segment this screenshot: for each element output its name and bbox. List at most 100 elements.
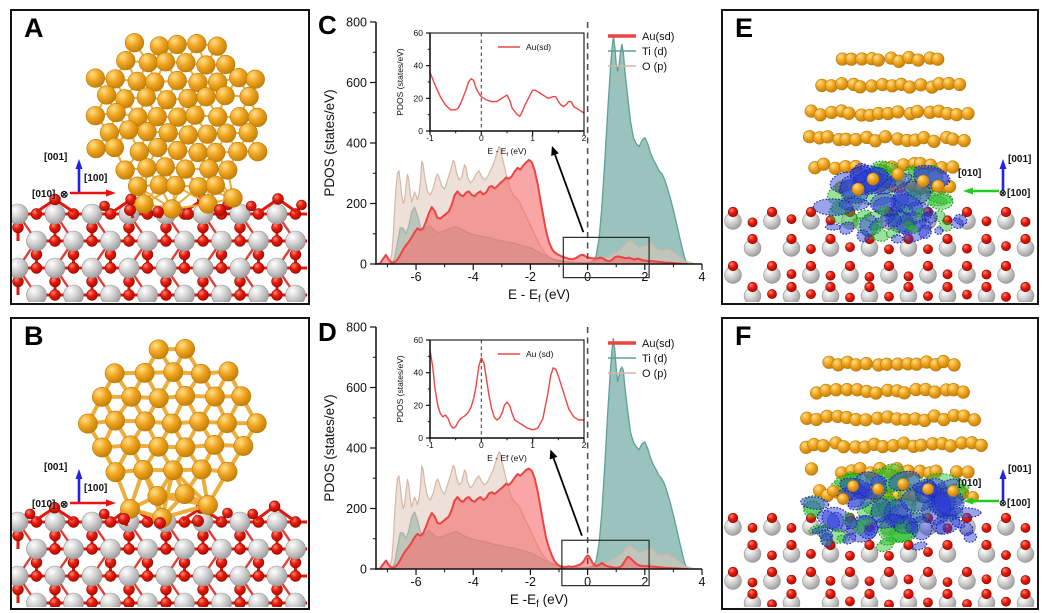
panel-a-letter: A [24, 13, 44, 43]
panel-e-charge-density-scene [724, 50, 1035, 302]
axis-up-arrowhead [999, 159, 1007, 169]
x-tick-label: 4 [699, 270, 706, 284]
axis-100-label: [100] [1007, 188, 1030, 199]
into-page-icon: ⊗ [60, 190, 68, 201]
y-tick-label: 400 [346, 442, 367, 456]
x-tick-label: 2 [582, 440, 587, 450]
series-line-Au(sd) [377, 158, 688, 264]
plot-area [430, 349, 584, 431]
axis-right-arrowhead [106, 189, 116, 197]
charge-density-isosurfaces [800, 463, 982, 553]
legend-label: Ti (d) [642, 353, 667, 365]
series-area-Ti (d) [391, 338, 688, 569]
inset-pointer-arrow [551, 455, 583, 537]
y-tick-label: 200 [346, 502, 367, 516]
y-tick-label: 600 [346, 76, 367, 90]
axis-100-label: [100] [1007, 498, 1030, 509]
y-axis-label: PDOS (states/eV) [322, 394, 337, 501]
x-axis-label: E - Ef (eV) [508, 287, 570, 305]
zoom-region-box [561, 539, 650, 587]
titanium-atoms [12, 203, 306, 302]
plot-area [430, 71, 584, 117]
x-axis-label: E - Ef (eV) [487, 453, 527, 463]
x-tick-label: -1 [426, 440, 434, 450]
y-tick-label: 800 [346, 16, 367, 30]
legend-label: Ti (d) [642, 46, 667, 58]
panel-e-letter: E [735, 13, 754, 43]
axis-010-label: [010] [958, 168, 981, 179]
panel-e: E [001] [010] ⊗ [100] [721, 9, 1039, 305]
y-tick-label: 400 [346, 137, 367, 151]
series-line-Au(sd) [377, 467, 688, 569]
legend: Au(sd) Ti (d) O (p) [608, 31, 674, 73]
axis-001-label: [001] [1008, 154, 1031, 165]
x-tick-label: 0 [584, 270, 591, 284]
series-line-Au (sd) [430, 349, 584, 431]
axis-001-label: [001] [44, 152, 67, 163]
x-axis-label: E -Ef (eV) [510, 592, 568, 610]
x-tick-label: 4 [699, 575, 706, 589]
series-area-Au(sd) [377, 468, 688, 569]
gold-nanoparticle [85, 33, 268, 219]
y-tick-label: 40 [414, 368, 424, 378]
interface-oxygen [118, 513, 204, 529]
series-line-O (p) [388, 146, 697, 264]
interface-gold-atoms [851, 167, 945, 196]
x-tick-label: 2 [641, 575, 648, 589]
legend-label: O (p) [642, 61, 667, 73]
legend: Au (sd) [498, 349, 554, 359]
panel-f: F [001] [010] ⊗ [100] [721, 317, 1039, 610]
panel-a-crystal-axes: [001] [010] ⊗ [100] [32, 152, 116, 201]
y-tick-label: 60 [414, 335, 424, 345]
plot-area [377, 35, 697, 264]
series-area-Au(sd) [377, 159, 688, 264]
x-axis-label: E - Ef (eV) [487, 146, 526, 156]
y-tick-label: 20 [414, 400, 424, 410]
into-page-icon: ⊗ [999, 188, 1007, 198]
axis-010-label: [010] [958, 478, 981, 489]
x-tick-label: -6 [410, 575, 421, 589]
axis-100-label: [100] [84, 483, 107, 494]
into-page-icon: ⊗ [999, 498, 1007, 508]
x-tick-label: -4 [468, 270, 479, 284]
x-tick-label: 2 [641, 270, 648, 284]
x-tick-label: -2 [525, 575, 536, 589]
legend: Au(sd) Ti (d) O (p) [608, 338, 674, 380]
y-tick-label: 0 [360, 258, 367, 272]
x-tick-label: 2 [582, 133, 587, 143]
series-area-Ti (d) [391, 36, 688, 264]
tio2-slab [724, 512, 1035, 607]
panel-c-letter: C [318, 10, 337, 40]
axis-up-arrowhead [999, 469, 1007, 479]
y-axis-label: PDOS (states/eV) [395, 355, 405, 423]
panel-a: A [001] [010] ⊗ [100] [10, 9, 310, 305]
y-tick-label: 40 [414, 61, 424, 71]
panel-d-letter: D [318, 317, 337, 347]
panel-b-structure-scene [12, 338, 307, 607]
into-page-icon: ⊗ [60, 500, 68, 511]
zoom-region-box [562, 236, 650, 279]
y-tick-label: 60 [414, 28, 424, 38]
y-tick-label: 20 [414, 93, 424, 103]
axis-right-arrowhead [106, 499, 116, 507]
legend-label: Au (sd) [526, 349, 554, 359]
y-tick-label: 0 [418, 126, 423, 136]
y-tick-label: 800 [346, 321, 367, 335]
panel-f-crystal-axes: [001] [010] ⊗ [100] [958, 464, 1031, 509]
legend-label: Au(sd) [642, 31, 674, 43]
axis-010-label: [010] [32, 499, 55, 510]
panel-d: -6 -4 -2 0 2 4 0 200 400 600 800 E -Ef (eV) PDOS (st… [312, 315, 714, 613]
interface-gold-atoms [827, 478, 979, 505]
plot-area [377, 337, 697, 569]
x-tick-label: 1 [530, 133, 535, 143]
y-axis-label: PDOS (states/eV) [395, 48, 405, 116]
y-axis-label: PDOS (states/eV) [322, 89, 337, 196]
x-tick-label: 0 [479, 440, 484, 450]
oxygen-atoms [12, 516, 302, 607]
inset-pointer-arrowhead [551, 146, 559, 156]
legend-label: O (p) [642, 368, 667, 380]
panel-b: B [001] [010] ⊗ [100] [10, 317, 310, 610]
